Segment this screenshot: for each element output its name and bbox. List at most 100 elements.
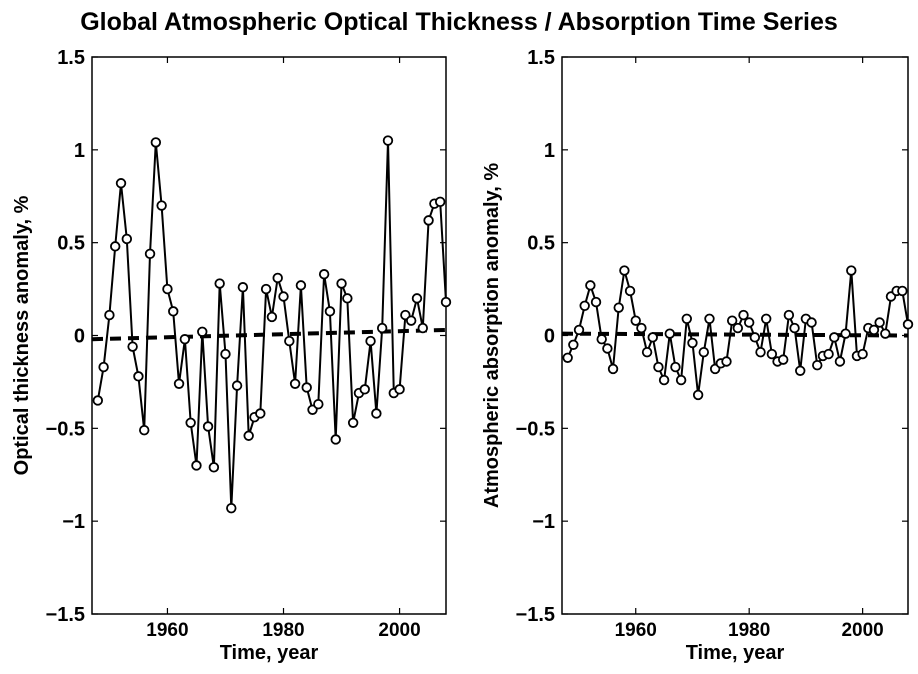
data-point bbox=[440, 296, 452, 308]
data-point bbox=[313, 398, 324, 410]
data-point bbox=[846, 265, 857, 276]
data-point bbox=[260, 283, 272, 295]
data-point bbox=[185, 417, 196, 428]
data-point bbox=[139, 424, 150, 436]
data-point bbox=[301, 382, 312, 393]
data-point bbox=[840, 328, 851, 339]
data-point bbox=[726, 315, 738, 326]
data-point bbox=[590, 296, 602, 308]
data-point bbox=[394, 384, 405, 395]
data-point bbox=[602, 343, 613, 354]
data-point bbox=[624, 285, 636, 297]
data-point bbox=[284, 335, 295, 347]
data-point bbox=[115, 178, 127, 189]
y-tick-label: 1 bbox=[544, 140, 555, 162]
y-tick-label: −1 bbox=[62, 511, 85, 533]
data-point bbox=[743, 317, 755, 328]
y-tick-label: 0 bbox=[74, 326, 85, 348]
data-point bbox=[636, 322, 647, 334]
data-point bbox=[795, 365, 806, 376]
data-point bbox=[318, 269, 330, 280]
y-tick-label: −0.5 bbox=[46, 418, 85, 440]
data-point bbox=[653, 361, 664, 373]
data-point bbox=[596, 334, 607, 345]
data-point bbox=[874, 317, 885, 328]
data-point bbox=[336, 278, 347, 289]
data-point bbox=[197, 326, 208, 337]
data-point bbox=[237, 282, 249, 293]
data-point bbox=[405, 315, 417, 326]
data-point bbox=[376, 322, 388, 334]
data-point bbox=[359, 384, 370, 395]
data-point bbox=[902, 319, 914, 330]
data-point bbox=[778, 354, 789, 365]
data-point bbox=[568, 339, 579, 350]
data-point bbox=[272, 272, 283, 284]
data-point bbox=[760, 313, 772, 324]
optical-thickness-chart: 1.5 1 0.5 0 −0.5 −1 −1.5 1960 1980 2000 Time, year… bbox=[11, 47, 452, 664]
data-point bbox=[641, 347, 653, 358]
data-point bbox=[411, 293, 423, 304]
data-point bbox=[121, 233, 133, 245]
y-tick-label: 0 bbox=[544, 326, 555, 348]
series-line bbox=[96, 140, 447, 509]
y-tick-label: 1.5 bbox=[527, 47, 555, 69]
atmospheric-absorption-chart: 1.5 1 0.5 0 −0.5 −1 −1.5 1960 1980 2000 Time, year… bbox=[481, 47, 914, 664]
data-point bbox=[255, 408, 266, 419]
data-point bbox=[202, 421, 214, 432]
y-tick-label: −1 bbox=[532, 511, 555, 533]
data-point bbox=[231, 380, 243, 391]
y-tick-label: −1.5 bbox=[516, 604, 555, 626]
data-point bbox=[783, 309, 795, 321]
data-point bbox=[191, 460, 202, 471]
page-title: Global Atmospheric Optical Thickness / A… bbox=[80, 8, 838, 36]
data-point bbox=[766, 348, 778, 360]
y-tick-label: 1 bbox=[74, 140, 85, 162]
x-tick-label: 1960 bbox=[146, 620, 188, 641]
data-point bbox=[144, 248, 156, 260]
data-point bbox=[664, 328, 675, 339]
data-point bbox=[179, 334, 191, 345]
data-point bbox=[371, 408, 382, 419]
data-point bbox=[382, 135, 394, 146]
data-point bbox=[857, 348, 868, 360]
x-tick-label: 1960 bbox=[615, 620, 657, 641]
data-point bbox=[619, 265, 630, 276]
data-point bbox=[417, 322, 428, 334]
data-point bbox=[607, 363, 619, 375]
data-point bbox=[434, 196, 446, 208]
data-point bbox=[156, 200, 167, 211]
y-tick-label: −1.5 bbox=[46, 604, 85, 626]
data-point bbox=[829, 332, 840, 343]
y-axis-label: Optical thickness anomaly, % bbox=[11, 195, 33, 475]
data-point bbox=[110, 241, 121, 252]
trend-line bbox=[91, 327, 447, 342]
data-point bbox=[755, 347, 766, 358]
data-point bbox=[704, 313, 715, 324]
data-point bbox=[675, 374, 687, 386]
x-axis-label: Time, year bbox=[686, 642, 785, 664]
data-point bbox=[789, 322, 800, 334]
data-point bbox=[98, 361, 109, 373]
data-point bbox=[681, 313, 692, 324]
data-point bbox=[133, 371, 144, 382]
data-point bbox=[214, 278, 225, 289]
data-point bbox=[226, 502, 237, 514]
y-axis-label: Atmospheric absorption anomaly, % bbox=[481, 163, 503, 508]
data-point bbox=[573, 324, 585, 336]
data-point bbox=[168, 306, 179, 317]
data-point bbox=[897, 285, 908, 297]
data-point bbox=[173, 378, 185, 389]
data-point bbox=[365, 335, 376, 347]
data-point bbox=[266, 311, 278, 323]
data-point bbox=[834, 356, 846, 367]
data-point bbox=[749, 332, 761, 343]
data-point bbox=[692, 389, 704, 401]
data-point bbox=[324, 306, 336, 317]
data-point bbox=[579, 300, 590, 311]
y-tick-label: 1.5 bbox=[57, 47, 85, 69]
data-point bbox=[295, 280, 307, 291]
data-point bbox=[243, 430, 254, 441]
data-point bbox=[687, 337, 698, 349]
x-axis-label: Time, year bbox=[220, 642, 319, 664]
